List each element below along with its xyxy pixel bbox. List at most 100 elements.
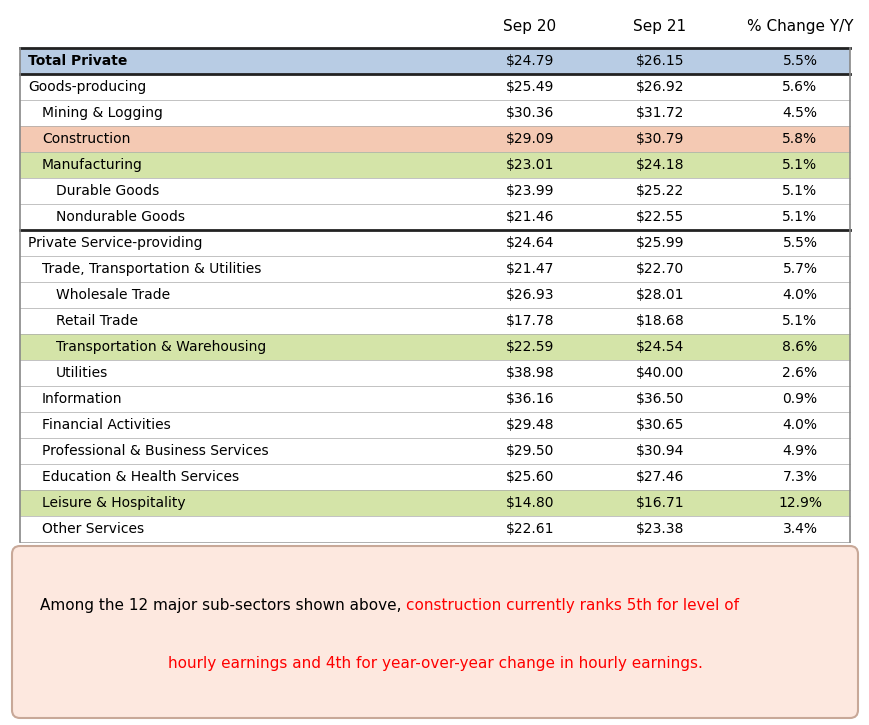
Text: $23.38: $23.38 (635, 522, 683, 536)
Text: Trade, Transportation & Utilities: Trade, Transportation & Utilities (42, 262, 261, 276)
Text: Transportation & Warehousing: Transportation & Warehousing (56, 340, 266, 354)
FancyBboxPatch shape (12, 546, 857, 718)
Bar (20, 490, 849, 516)
Text: 4.9%: 4.9% (781, 444, 817, 458)
Text: $25.99: $25.99 (635, 236, 683, 250)
Text: $23.99: $23.99 (505, 184, 554, 198)
Text: $26.93: $26.93 (505, 288, 554, 302)
Text: 7.3%: 7.3% (781, 470, 817, 484)
Text: $30.65: $30.65 (635, 418, 683, 432)
Text: 2.6%: 2.6% (781, 366, 817, 380)
Text: $16.71: $16.71 (635, 496, 684, 510)
Text: 5.7%: 5.7% (781, 262, 817, 276)
Text: Information: Information (42, 392, 123, 406)
Text: $21.46: $21.46 (505, 210, 554, 224)
Text: Retail Trade: Retail Trade (56, 314, 138, 328)
Text: $25.22: $25.22 (635, 184, 683, 198)
Text: 5.8%: 5.8% (781, 132, 817, 146)
Text: 12.9%: 12.9% (777, 496, 821, 510)
Text: $30.79: $30.79 (635, 132, 683, 146)
Text: $29.09: $29.09 (505, 132, 554, 146)
Text: $24.64: $24.64 (505, 236, 554, 250)
Text: Sep 21: Sep 21 (633, 19, 686, 33)
Text: $24.18: $24.18 (635, 158, 683, 172)
Text: 4.0%: 4.0% (781, 418, 817, 432)
Text: $18.68: $18.68 (635, 314, 684, 328)
Text: 4.0%: 4.0% (781, 288, 817, 302)
Bar (20, 360, 849, 386)
Text: Private Service-providing: Private Service-providing (28, 236, 202, 250)
Bar (20, 464, 849, 490)
Text: 5.1%: 5.1% (781, 210, 817, 224)
Text: $38.98: $38.98 (505, 366, 554, 380)
Text: $23.01: $23.01 (505, 158, 554, 172)
Bar (20, 230, 849, 256)
Text: $27.46: $27.46 (635, 470, 683, 484)
Text: Nondurable Goods: Nondurable Goods (56, 210, 185, 224)
Text: 5.6%: 5.6% (781, 80, 817, 94)
Bar (20, 334, 849, 360)
Text: Construction: Construction (42, 132, 130, 146)
Text: Among the 12 major sub-sectors shown above,: Among the 12 major sub-sectors shown abo… (40, 598, 406, 613)
Text: $25.49: $25.49 (505, 80, 554, 94)
Bar (20, 256, 849, 282)
Text: Utilities: Utilities (56, 366, 108, 380)
Text: $22.55: $22.55 (635, 210, 683, 224)
Text: Manufacturing: Manufacturing (42, 158, 143, 172)
Text: $22.70: $22.70 (635, 262, 683, 276)
Text: $21.47: $21.47 (505, 262, 554, 276)
Text: Financial Activities: Financial Activities (42, 418, 170, 432)
Text: $17.78: $17.78 (505, 314, 554, 328)
Bar (20, 308, 849, 334)
Text: $31.72: $31.72 (635, 106, 683, 120)
Text: 5.1%: 5.1% (781, 158, 817, 172)
Text: 3.4%: 3.4% (781, 522, 817, 536)
Text: Goods-producing: Goods-producing (28, 80, 146, 94)
Text: $29.48: $29.48 (505, 418, 554, 432)
Bar (20, 48, 849, 74)
Bar (20, 386, 849, 412)
Text: $30.94: $30.94 (635, 444, 683, 458)
Text: $22.59: $22.59 (505, 340, 554, 354)
Bar (20, 178, 849, 204)
Text: 5.5%: 5.5% (781, 54, 817, 68)
Text: hourly earnings and 4th for year-over-year change in hourly earnings.: hourly earnings and 4th for year-over-ye… (168, 655, 701, 671)
Text: $14.80: $14.80 (505, 496, 554, 510)
Text: $25.60: $25.60 (505, 470, 554, 484)
Bar (20, 126, 849, 152)
Text: Other Services: Other Services (42, 522, 144, 536)
Text: Professional & Business Services: Professional & Business Services (42, 444, 269, 458)
Text: Education & Health Services: Education & Health Services (42, 470, 239, 484)
Text: $26.92: $26.92 (635, 80, 683, 94)
Bar (20, 438, 849, 464)
Text: $26.15: $26.15 (635, 54, 683, 68)
Text: $24.79: $24.79 (505, 54, 554, 68)
Text: Mining & Logging: Mining & Logging (42, 106, 163, 120)
Text: Total Private: Total Private (28, 54, 127, 68)
Text: $30.36: $30.36 (505, 106, 554, 120)
Text: % Change Y/Y: % Change Y/Y (746, 19, 852, 33)
Text: Sep 20: Sep 20 (503, 19, 556, 33)
Text: 5.1%: 5.1% (781, 184, 817, 198)
Text: $24.54: $24.54 (635, 340, 683, 354)
Text: 5.5%: 5.5% (781, 236, 817, 250)
Text: Wholesale Trade: Wholesale Trade (56, 288, 170, 302)
Text: $36.50: $36.50 (635, 392, 683, 406)
Text: $29.50: $29.50 (505, 444, 554, 458)
Text: Durable Goods: Durable Goods (56, 184, 159, 198)
Text: 4.5%: 4.5% (781, 106, 817, 120)
Bar (20, 74, 849, 100)
Bar (20, 204, 849, 230)
Bar (20, 412, 849, 438)
Text: Leisure & Hospitality: Leisure & Hospitality (42, 496, 185, 510)
Bar (20, 516, 849, 542)
Text: $22.61: $22.61 (505, 522, 554, 536)
Text: 0.9%: 0.9% (781, 392, 817, 406)
Bar (20, 282, 849, 308)
Bar (20, 100, 849, 126)
Text: $40.00: $40.00 (635, 366, 683, 380)
Text: 8.6%: 8.6% (781, 340, 817, 354)
Text: construction currently ranks 5th for level of: construction currently ranks 5th for lev… (406, 598, 739, 613)
Text: $28.01: $28.01 (635, 288, 683, 302)
Bar (20, 152, 849, 178)
